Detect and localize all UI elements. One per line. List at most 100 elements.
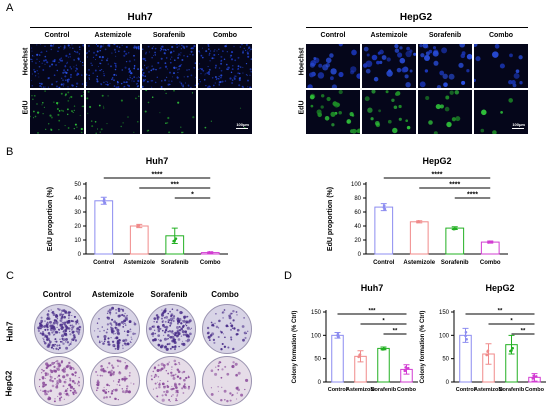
x-tick-label: Astemizole (123, 260, 155, 266)
y-axis-label: EdU proportion (%) (47, 187, 54, 251)
data-point (383, 207, 387, 211)
chart-b-huh7: Huh7 EdU proportion (%) 0 10 20 30 40 50 Control… (47, 156, 228, 266)
hoechst-image-3 (418, 44, 472, 88)
data-point (465, 337, 468, 341)
colony-dish (146, 304, 196, 354)
y-tick-label: 100 (439, 333, 450, 339)
significance-stars: **** (152, 172, 163, 179)
edu-image-2 (362, 90, 416, 134)
hoechst-image-2 (86, 44, 140, 88)
y-tick-label: 100 (351, 182, 362, 188)
hoechst-image-4 (474, 44, 528, 88)
data-point (102, 197, 106, 201)
data-point (511, 346, 514, 350)
significance-stars: **** (432, 172, 443, 179)
data-point (103, 201, 107, 205)
bar-combo (480, 241, 500, 255)
panel-a-hepg2-col-astemizole: Astemizole (370, 32, 408, 39)
x-tick-label: Astemizole (346, 387, 375, 393)
hoechst-image-1 (30, 44, 84, 88)
x-tick-label: Combo (480, 260, 501, 266)
x-tick-label: Control (373, 260, 395, 266)
data-point (403, 369, 407, 373)
y-tick-label: 40 (74, 196, 81, 202)
panel-c-col-astemizole: Astemizole (91, 290, 135, 299)
bar-sorafenib (377, 347, 390, 383)
panel-a-huh7-line (30, 27, 252, 28)
chart-title: HepG2 (485, 283, 514, 293)
axes (85, 182, 228, 255)
scale-bar-label: 100μm (512, 122, 525, 127)
data-point (173, 239, 177, 242)
chart-b-hepg2: HepG2 EdU proportion (%) 0 20 40 60 80 100 Contr… (327, 156, 508, 266)
y-axis-label: Colony formation (% Ctrl) (292, 311, 298, 384)
x-tick-label: Control (328, 387, 348, 393)
significance-stars: ** (521, 329, 526, 335)
data-point (486, 350, 489, 353)
x-tick-label: Combo (397, 387, 417, 393)
bar-sorafenib (445, 227, 465, 255)
edu-image-4: 100μm (474, 90, 528, 134)
x-tick-label: Sorafenib (499, 387, 525, 393)
y-tick-label: 50 (74, 182, 81, 188)
colony-dish (90, 304, 140, 354)
colony-dish (202, 304, 252, 354)
data-point (210, 251, 214, 254)
data-point (406, 366, 410, 370)
edu-image-4: 100μm (198, 90, 252, 134)
panel-a-huh7-row-edu: EdU (22, 100, 30, 115)
colony-dish (34, 304, 84, 354)
panel-c-col-combo: Combo (211, 290, 239, 299)
x-tick-label: Control (93, 260, 115, 266)
panel-a-huh7-row-hoechst: Hoechst (22, 47, 30, 76)
x-tick-label: Astemizole (474, 387, 503, 393)
edu-image-1 (306, 90, 360, 134)
y-tick-label: 0 (446, 380, 450, 386)
chart-d-huh7: Huh7 Colony formation (% Ctrl) 0 50 100 150 Co… (292, 283, 418, 393)
y-tick-label: 0 (318, 380, 322, 386)
significance-stars: * (510, 319, 513, 325)
y-tick-label: 100 (311, 333, 322, 339)
data-point (490, 240, 494, 244)
scale-bar-label: 100μm (236, 122, 249, 127)
panel-a-hepg2-col-combo: Combo (488, 32, 514, 39)
scale-bar (512, 128, 524, 129)
colony-dish (34, 356, 84, 406)
significance-stars: *** (368, 309, 376, 315)
panel-a-hepg2-row-hoechst: Hoechst (298, 47, 306, 76)
data-point (382, 347, 385, 351)
bar-astemizole (129, 225, 149, 255)
y-tick-label: 150 (439, 310, 450, 316)
error-bar (485, 343, 492, 365)
x-tick-label: Sorafenib (161, 260, 189, 266)
y-tick-label: 50 (442, 357, 449, 363)
data-point (382, 204, 386, 207)
data-point (531, 377, 535, 380)
panel-a-hepg2-row-edu: EdU (298, 100, 306, 115)
chart-title: HepG2 (422, 156, 451, 166)
data-point (336, 332, 340, 336)
y-axis-label: EdU proportion (%) (327, 187, 334, 251)
edu-image-3 (142, 90, 196, 134)
data-point (464, 331, 468, 334)
data-point (136, 224, 139, 228)
panel-a-hepg2-title: HepG2 (399, 12, 433, 23)
data-point (357, 355, 360, 359)
y-tick-label: 20 (74, 224, 81, 230)
y-tick-label: 10 (74, 238, 81, 244)
y-tick-label: 0 (78, 252, 82, 258)
panel-label-a: A (6, 2, 14, 14)
x-tick-label: Combo (525, 387, 545, 393)
y-tick-label: 0 (358, 252, 362, 258)
y-tick-label: 80 (354, 196, 361, 202)
data-point (510, 349, 513, 352)
significance-stars: * (382, 319, 385, 325)
hoechst-image-3 (142, 44, 196, 88)
x-tick-label: Sorafenib (371, 387, 397, 393)
edu-image-3 (418, 90, 472, 134)
panel-c-col-sorafenib: Sorafenib (150, 290, 188, 299)
data-point (488, 240, 491, 243)
significance-stars: **** (449, 182, 460, 189)
data-point (416, 220, 419, 224)
chart-title: Huh7 (361, 283, 384, 293)
